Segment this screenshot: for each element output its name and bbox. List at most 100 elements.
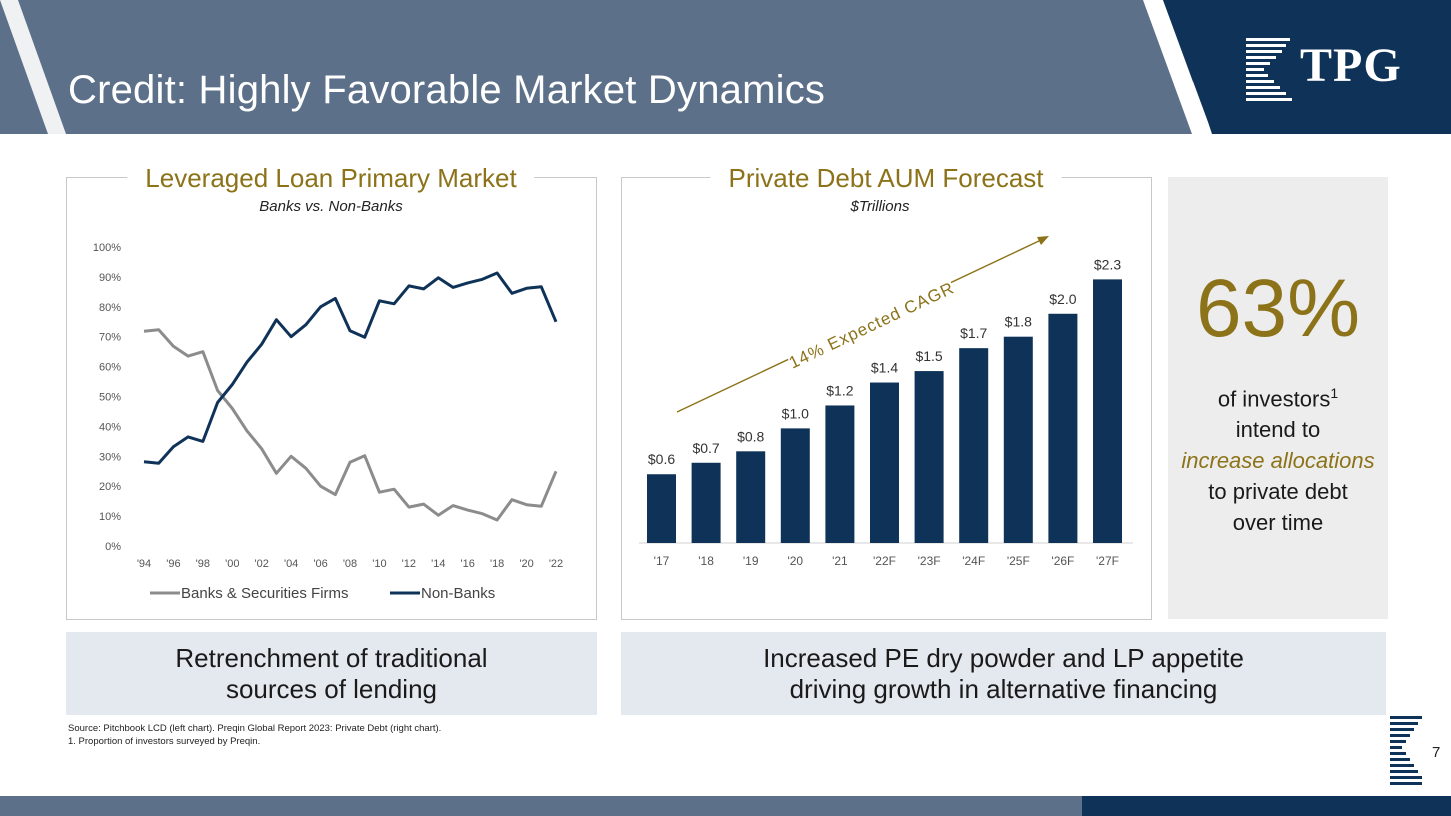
right-banner-line2: driving growth in alternative financing [789,673,1218,704]
page-title: Credit: Highly Favorable Market Dynamics [68,68,826,112]
left-chart-subtitle: Banks vs. Non-Banks [259,198,403,215]
x-tick-label: '18 [698,554,714,568]
y-tick-label: 80% [99,302,121,314]
bar [914,371,944,543]
x-tick-label: '98 [196,558,210,570]
footer-bar-left [0,796,1082,816]
header-right-stripe [1143,0,1212,134]
left-chart-title: Leveraged Loan Primary Market [127,163,535,194]
y-tick-label: 0% [105,541,121,553]
bar [691,462,721,543]
x-tick-label: '18 [490,558,504,570]
bar-data-label: $1.5 [915,348,942,364]
callout-value: 63% [1195,263,1361,354]
bar-data-label: $1.8 [1005,314,1032,330]
x-tick-label: '23F [918,554,941,568]
right-banner: Increased PE dry powder and LP appetite … [621,632,1386,715]
x-tick-label: '20 [787,554,803,568]
callout-line2: intend to [1235,417,1321,443]
x-tick-label: '00 [225,558,239,570]
bar-data-label: $1.2 [826,382,853,398]
x-tick-label: '14 [431,558,445,570]
x-tick-label: '21 [832,554,848,568]
bar-data-label: $1.7 [960,325,987,341]
page-number: 7 [1432,744,1441,761]
bar [780,428,810,543]
tpg-logo-text: TPG [1300,39,1402,92]
callout-highlight: increase allocations [1181,448,1375,474]
y-tick-label: 70% [99,332,121,344]
bar-data-label: $1.4 [871,360,898,376]
x-tick-label: '06 [313,558,327,570]
bar [825,405,855,543]
x-tick-label: '19 [743,554,759,568]
bar-data-label: $0.8 [737,428,764,444]
x-tick-label: '25F [1007,554,1030,568]
source-footnote: Source: Pitchbook LCD (left chart). Preq… [68,723,442,734]
y-tick-label: 10% [99,511,121,523]
nonbanks-series-line [143,271,558,465]
bar [1003,336,1033,543]
y-tick-label: 20% [99,481,121,493]
header-left-stripe [0,0,66,134]
callout-text: of investors1 intend to increase allocat… [1168,378,1388,538]
x-tick-label: '22F [873,554,896,568]
bar-chart: $0.6 '17 $0.7 '18 $0.8 '19 $1.0 '20 $1.2 '21 $1.4 '… [639,236,1133,568]
x-tick-label: '20 [519,558,533,570]
bar [1093,279,1122,543]
bar [870,382,899,543]
callout-box [1168,177,1388,619]
bar [959,348,989,543]
bar-data-label: $2.3 [1094,256,1121,272]
footer-logo-icon [1390,716,1422,785]
left-banner-line2: sources of lending [225,673,437,704]
x-tick-label: '10 [372,558,386,570]
x-tick-label: '94 [137,558,151,570]
logo-panel-base [1193,122,1451,134]
right-chart-subtitle: $Trillions [850,198,910,215]
y-tick-label: 90% [99,272,121,284]
y-tick-label: 50% [99,392,121,404]
x-tick-label: '16 [461,558,475,570]
x-tick-label: '24F [962,554,985,568]
footer-bar-right [1082,796,1451,816]
right-banner-line1: Increased PE dry powder and LP appetite [763,642,1244,673]
y-tick-label: 30% [99,451,121,463]
logo-panel-notch [1193,122,1212,134]
bar-data-label: $0.7 [692,440,719,456]
cagr-label-bg [783,271,959,377]
x-tick-label: '12 [402,558,416,570]
legend-label: Non-Banks [421,585,495,602]
callout-line3: to private debt [1208,479,1348,505]
y-tick-label: 60% [99,362,121,374]
bar [1048,313,1078,543]
x-tick-label: '22 [549,558,563,570]
y-tick-label: 40% [99,421,121,433]
left-banner-line1: Retrenchment of traditional [175,642,488,673]
x-tick-label: '04 [284,558,298,570]
tpg-logo-icon [1246,38,1292,101]
banks-series-line [143,328,558,522]
line-chart: 0% 10% 20% 30% 40% 50% 60% 70% 80% 90% 100% '94 '96 '… [93,242,563,602]
x-tick-label: '02 [255,558,269,570]
bar-data-label: $1.0 [782,405,809,421]
legend-label: Banks & Securities Firms [181,585,349,602]
callout-line1: of investors [1217,386,1331,412]
investor-footnote: 1. Proportion of investors surveyed by P… [68,736,261,747]
left-banner: Retrenchment of traditional sources of l… [66,632,597,715]
x-tick-label: '27F [1096,554,1119,568]
bar-data-label: $2.0 [1049,291,1076,307]
y-tick-label: 100% [93,242,121,254]
callout-footnote-ref: 1 [1330,385,1339,401]
header-bg [0,0,1193,134]
right-chart-title: Private Debt AUM Forecast [710,163,1062,194]
bar [647,474,676,543]
logo-panel [1163,0,1451,122]
x-tick-label: '08 [343,558,357,570]
header-band [0,0,1451,134]
x-tick-label: '96 [166,558,180,570]
callout-line4: over time [1232,510,1324,536]
bar [736,451,766,543]
x-tick-label: '26F [1051,554,1074,568]
cagr-arrowhead [1037,236,1049,245]
